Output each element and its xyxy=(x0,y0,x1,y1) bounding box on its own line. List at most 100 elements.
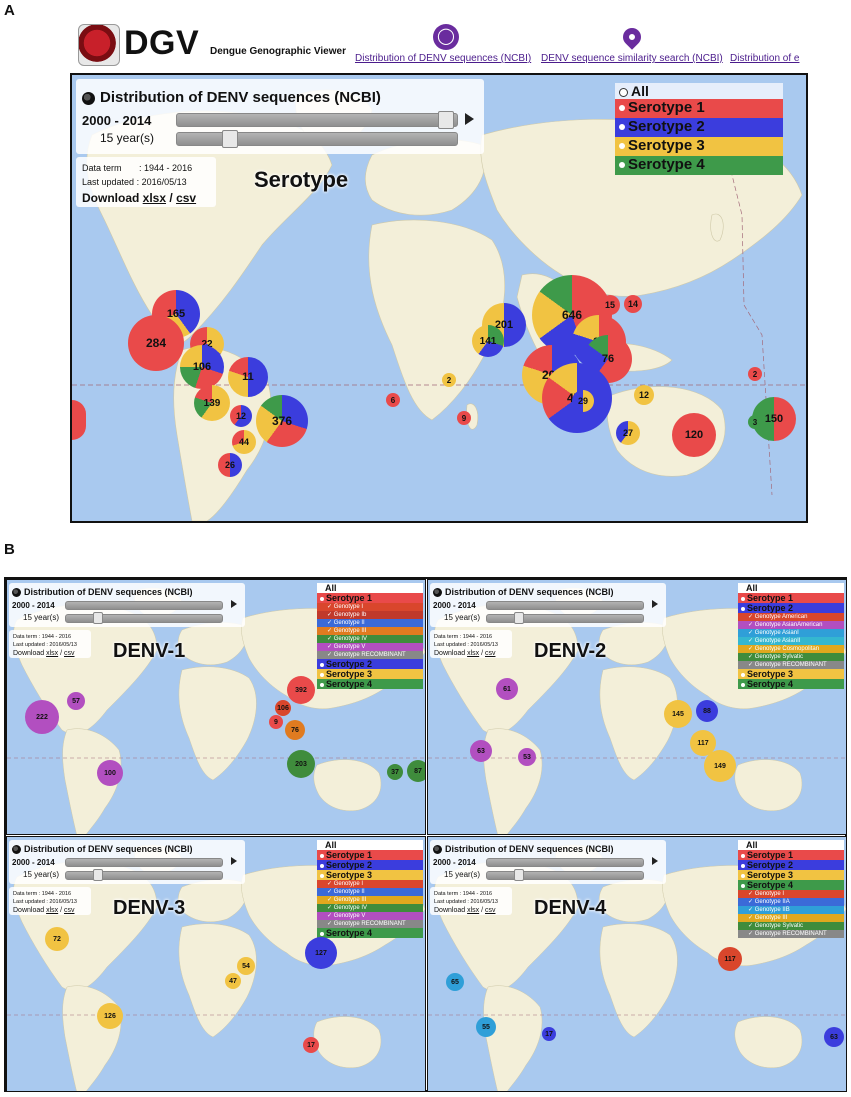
legend-genotype[interactable]: ✓ Genotype V xyxy=(317,912,423,920)
legend-all[interactable]: All xyxy=(317,583,423,593)
marker-colombia[interactable]: 106 xyxy=(180,345,224,389)
legend-genotype[interactable]: ✓ Genotype III xyxy=(317,627,423,635)
marker-argentina[interactable]: 26 xyxy=(218,453,242,477)
legend-serotype-1[interactable]: Serotype 1 xyxy=(317,593,423,603)
legend-genotype[interactable]: ✓ Genotype I xyxy=(317,603,423,611)
legend-serotype-4[interactable]: Serotype 4 xyxy=(738,679,844,689)
legend-serotype-4[interactable]: Serotype 4 xyxy=(317,928,423,938)
legend-serotype-4[interactable]: Serotype 4 xyxy=(738,880,844,890)
legend-genotype[interactable]: ✓ Genotype Sylvatic xyxy=(738,922,844,930)
map-marker[interactable]: 203 xyxy=(287,750,315,778)
download-xlsx-link[interactable]: xlsx xyxy=(46,650,59,657)
panel-map-denv-1[interactable]: Distribution of DENV sequences (NCBI) 200… xyxy=(6,579,426,835)
legend-serotype-4[interactable]: Serotype 4 xyxy=(317,679,423,689)
marker-png[interactable]: 12 xyxy=(634,385,654,405)
legend-serotype-2[interactable]: Serotype 2 xyxy=(738,860,844,870)
map-marker[interactable]: 65 xyxy=(446,973,464,991)
legend-genotype[interactable]: ✓ Genotype AsianAmerican xyxy=(738,621,844,629)
legend-serotype-2[interactable]: Serotype 2 xyxy=(317,860,423,870)
marker-pacific-edge[interactable] xyxy=(72,400,86,440)
span-handle[interactable] xyxy=(514,612,524,624)
year-range-slider[interactable] xyxy=(176,113,458,127)
legend-genotype[interactable]: ✓ Genotype RECOMBINANT xyxy=(317,920,423,928)
map-marker[interactable]: 117 xyxy=(718,947,742,971)
map-marker[interactable]: 55 xyxy=(476,1017,496,1037)
nav-link-distribution[interactable]: Distribution of DENV sequences (NCBI) xyxy=(355,53,532,64)
legend-genotype[interactable]: ✓ Genotype III xyxy=(738,914,844,922)
legend-serotype-2[interactable]: Serotype 2 xyxy=(317,659,423,669)
legend-genotype[interactable]: ✓ Genotype IIB xyxy=(738,906,844,914)
legend-genotype[interactable]: ✓ Genotype AsianII xyxy=(738,637,844,645)
map-marker[interactable]: 149 xyxy=(704,750,736,782)
panel-map-denv-2[interactable]: Distribution of DENV sequences (NCBI) 200… xyxy=(427,579,847,835)
legend-serotype-3[interactable]: Serotype 3 xyxy=(738,669,844,679)
play-icon[interactable] xyxy=(652,600,658,608)
map-marker[interactable]: 53 xyxy=(518,748,536,766)
play-icon[interactable] xyxy=(231,600,237,608)
year-range-slider[interactable] xyxy=(486,601,644,610)
marker-venezuela[interactable]: 11 xyxy=(228,357,268,397)
marker-paraguay[interactable]: 44 xyxy=(232,430,256,454)
range-end-handle[interactable] xyxy=(438,111,454,129)
legend-genotype[interactable]: ✓ Genotype RECOMBINANT xyxy=(738,930,844,938)
legend-serotype-3[interactable]: Serotype 3 xyxy=(615,137,783,156)
map-marker[interactable]: 57 xyxy=(67,692,85,710)
span-slider[interactable] xyxy=(176,132,458,146)
panel-map-denv-3[interactable]: Distribution of DENV sequences (NCBI) 200… xyxy=(6,836,426,1092)
legend-genotype[interactable]: ✓ Genotype V xyxy=(317,643,423,651)
marker-bolivia[interactable]: 12 xyxy=(230,405,252,427)
marker-reunion[interactable]: 9 xyxy=(457,411,471,425)
play-icon[interactable] xyxy=(465,113,474,125)
map-marker[interactable]: 126 xyxy=(97,1003,123,1029)
marker-australia[interactable]: 27 xyxy=(616,421,640,445)
legend-genotype[interactable]: ✓ Genotype II xyxy=(317,619,423,627)
map-marker[interactable]: 17 xyxy=(542,1027,556,1041)
legend-genotype[interactable]: ✓ Genotype III xyxy=(317,896,423,904)
marker-kiribati[interactable]: 2 xyxy=(748,367,762,381)
span-handle[interactable] xyxy=(514,869,524,881)
legend-serotype-1[interactable]: Serotype 1 xyxy=(615,99,783,118)
marker-taiwan[interactable]: 15 xyxy=(600,295,620,315)
legend-serotype-3[interactable]: Serotype 3 xyxy=(738,870,844,880)
map-marker[interactable]: 37 xyxy=(387,764,403,780)
map-marker[interactable]: 392 xyxy=(287,676,315,704)
legend-genotype[interactable]: ✓ Genotype American xyxy=(738,613,844,621)
download-xlsx-link[interactable]: xlsx xyxy=(46,907,59,914)
legend-serotype-3[interactable]: Serotype 3 xyxy=(317,870,423,880)
globe-icon[interactable]: ◯ xyxy=(433,24,459,50)
legend-serotype-4[interactable]: Serotype 4 xyxy=(615,156,783,175)
panel-map-denv-4[interactable]: Distribution of DENV sequences (NCBI) 200… xyxy=(427,836,847,1092)
legend-genotype[interactable]: ✓ Genotype I xyxy=(738,890,844,898)
legend-serotype-2[interactable]: Serotype 2 xyxy=(615,118,783,137)
nav-link-similarity-search[interactable]: DENV sequence similarity search (NCBI) xyxy=(541,53,723,64)
map-marker[interactable]: 9 xyxy=(269,715,283,729)
map-marker[interactable]: 54 xyxy=(237,957,255,975)
marker-seychelles[interactable]: 2 xyxy=(442,373,456,387)
legend-genotype[interactable]: ✓ Genotype IV xyxy=(317,635,423,643)
dgv-logo[interactable] xyxy=(78,24,120,66)
legend-genotype[interactable]: ✓ Genotype IIA xyxy=(738,898,844,906)
year-range-slider[interactable] xyxy=(486,858,644,867)
marker-peru[interactable]: 139 xyxy=(194,385,230,421)
year-range-slider[interactable] xyxy=(65,858,223,867)
map-marker[interactable]: 100 xyxy=(97,760,123,786)
legend-genotype[interactable]: ✓ Genotype II xyxy=(317,888,423,896)
map-marker[interactable]: 61 xyxy=(496,678,518,700)
legend-serotype-3[interactable]: Serotype 3 xyxy=(317,669,423,679)
span-slider[interactable] xyxy=(486,871,644,880)
main-map[interactable]: Distribution of DENV sequences (NCBI) 20… xyxy=(70,73,808,523)
legend-genotype[interactable]: ✓ Genotype Cosmopolitan xyxy=(738,645,844,653)
download-csv-link[interactable]: csv xyxy=(64,650,75,657)
legend-genotype[interactable]: ✓ Genotype IV xyxy=(317,904,423,912)
legend-all[interactable]: All xyxy=(738,583,844,593)
span-slider[interactable] xyxy=(65,871,223,880)
download-csv-link[interactable]: csv xyxy=(485,907,496,914)
marker-new-caledonia[interactable]: 120 xyxy=(672,413,716,457)
map-marker[interactable]: 63 xyxy=(470,740,492,762)
download-csv-link[interactable]: csv xyxy=(485,650,496,657)
legend-all[interactable]: All xyxy=(738,840,844,850)
legend-serotype-2[interactable]: Serotype 2 xyxy=(738,603,844,613)
map-marker[interactable]: 87 xyxy=(407,760,425,782)
download-xlsx-link[interactable]: xlsx xyxy=(467,907,480,914)
map-marker[interactable]: 63 xyxy=(824,1027,844,1047)
